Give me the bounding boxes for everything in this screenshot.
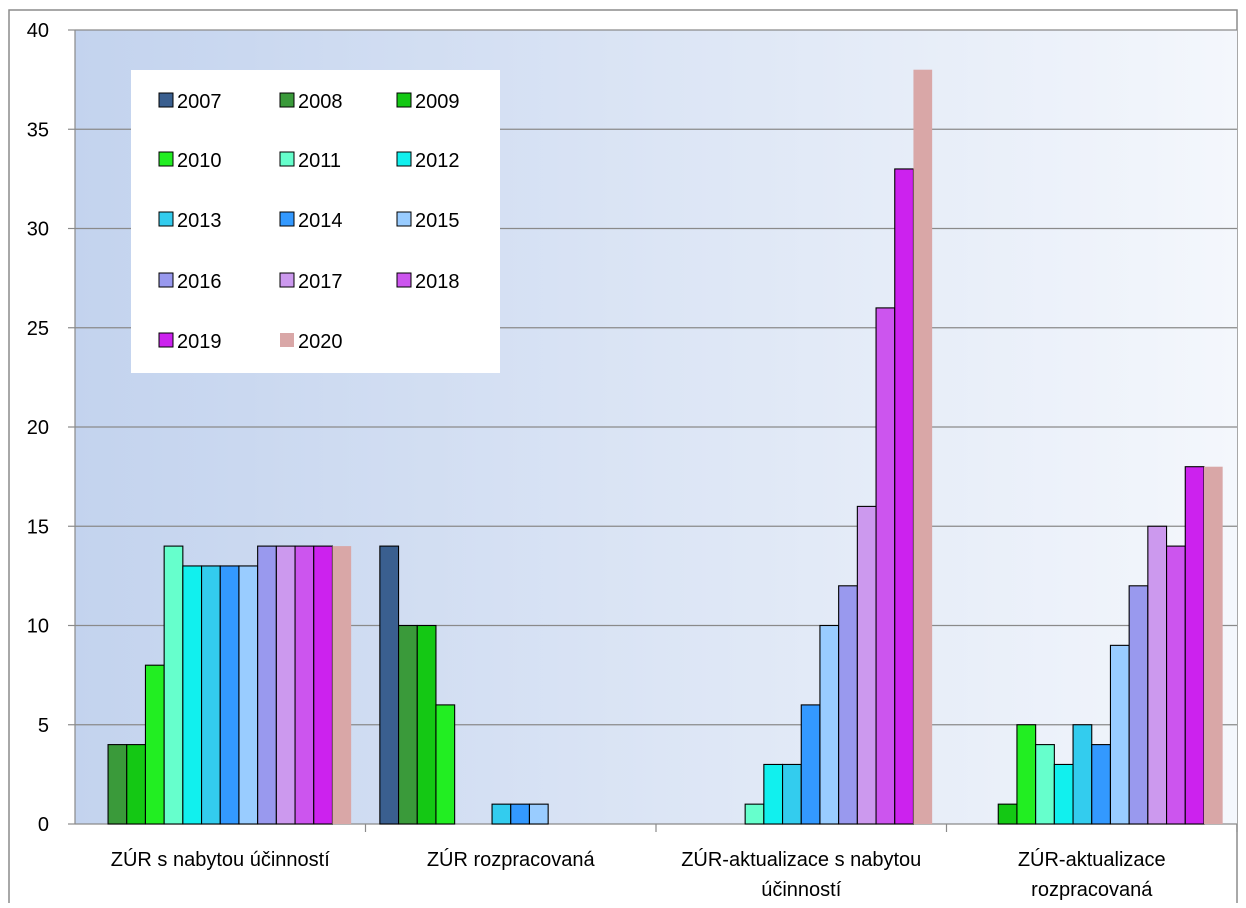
legend-swatch-2007 xyxy=(158,92,174,108)
bar-2018-3 xyxy=(1166,545,1186,825)
y-tick-label: 35 xyxy=(27,119,49,141)
legend-label-2019: 2019 xyxy=(177,331,222,353)
legend-label-2018: 2018 xyxy=(415,271,460,293)
legend: 2007 2008 2009 2010 2011 2012 2013 2014 2015 2016… xyxy=(131,70,500,373)
bar-2020-0 xyxy=(332,546,352,824)
legend-label-2013: 2013 xyxy=(177,210,222,232)
y-tick-label: 15 xyxy=(27,516,49,538)
bar-2012-2 xyxy=(763,763,784,825)
legend-label-2011: 2011 xyxy=(298,150,341,172)
category-label: ZÚR rozpracovaná xyxy=(427,848,596,871)
legend-swatch-2012 xyxy=(396,151,412,167)
legend-swatch-2014 xyxy=(279,211,295,227)
bar-2014-3 xyxy=(1091,744,1112,825)
bar-2012-0 xyxy=(182,565,203,825)
bar-2018-0 xyxy=(294,545,315,825)
bar-2007-1 xyxy=(379,545,400,825)
legend-label-2010: 2010 xyxy=(177,150,222,172)
legend-swatch-2017 xyxy=(279,272,295,288)
legend-swatch-2015 xyxy=(396,211,412,227)
legend-swatch-2019 xyxy=(158,332,174,348)
bar-2013-2 xyxy=(781,763,802,825)
bar-2008-0 xyxy=(107,744,128,825)
bar-2009-0 xyxy=(126,744,147,825)
bar-2011-0 xyxy=(163,545,184,825)
bar-2014-0 xyxy=(219,565,240,825)
legend-swatch-2013 xyxy=(158,211,174,227)
legend-swatch-2018 xyxy=(396,272,412,288)
bar-2020-3 xyxy=(1203,466,1223,824)
y-tick-label: 30 xyxy=(27,219,49,241)
legend-label-2020: 2020 xyxy=(298,331,343,353)
y-tick-label: 25 xyxy=(27,318,49,340)
legend-swatch-2010 xyxy=(158,151,174,167)
bar-2015-1 xyxy=(528,803,549,825)
category-label: účinností xyxy=(761,879,841,901)
y-tick-label: 10 xyxy=(27,616,49,638)
bar-2008-1 xyxy=(397,624,418,825)
bar-2016-3 xyxy=(1128,585,1149,825)
bar-2015-3 xyxy=(1109,644,1130,825)
bar-2016-2 xyxy=(838,585,858,825)
y-tick-label: 20 xyxy=(27,417,49,439)
bar-2013-3 xyxy=(1072,724,1093,825)
bar-2014-1 xyxy=(510,803,531,825)
y-tick-label: 5 xyxy=(38,715,49,737)
bar-2013-1 xyxy=(491,803,512,825)
bar-2010-3 xyxy=(1016,724,1037,825)
bar-2019-3 xyxy=(1184,466,1205,825)
bar-2015-2 xyxy=(819,624,840,825)
legend-swatch-2016 xyxy=(158,272,174,288)
legend-swatch-2020 xyxy=(280,333,294,347)
y-tick-label: 0 xyxy=(38,814,49,836)
legend-label-2014: 2014 xyxy=(298,210,343,232)
bar-2015-0 xyxy=(238,565,259,825)
category-label: ZÚR s nabytou účinností xyxy=(111,848,330,871)
bar-2016-0 xyxy=(257,545,277,825)
legend-label-2008: 2008 xyxy=(298,91,343,113)
bar-2011-3 xyxy=(1035,744,1055,825)
bar-2011-2 xyxy=(744,803,765,825)
legend-swatch-2009 xyxy=(396,92,412,108)
bar-2010-0 xyxy=(144,664,165,825)
category-label: rozpracovaná xyxy=(1031,879,1153,901)
bar-2017-3 xyxy=(1147,525,1168,825)
bar-2014-2 xyxy=(800,704,821,825)
bar-2019-2 xyxy=(894,168,915,825)
legend-label-2009: 2009 xyxy=(415,91,460,113)
bar-2012-3 xyxy=(1053,763,1074,825)
bar-2019-0 xyxy=(313,545,334,825)
legend-label-2017: 2017 xyxy=(298,271,343,293)
legend-swatch-2011 xyxy=(279,151,295,167)
bar-2010-1 xyxy=(435,704,456,825)
category-label: ZÚR-aktualizace s nabytou xyxy=(681,848,921,871)
legend-label-2015: 2015 xyxy=(415,210,460,232)
category-label: ZÚR-aktualizace xyxy=(1018,848,1166,871)
legend-box xyxy=(131,70,500,373)
y-tick-label: 40 xyxy=(27,20,49,42)
bar-2009-3 xyxy=(997,803,1018,825)
bar-2013-0 xyxy=(201,565,221,825)
bar-2009-1 xyxy=(416,624,437,825)
bar-2020-2 xyxy=(913,69,933,824)
bar-2018-2 xyxy=(875,307,896,825)
legend-swatch-2008 xyxy=(279,92,295,108)
bar-2017-2 xyxy=(856,505,877,825)
legend-label-2007: 2007 xyxy=(177,91,222,113)
legend-label-2012: 2012 xyxy=(415,150,460,172)
bar-2017-0 xyxy=(275,545,296,825)
legend-label-2016: 2016 xyxy=(177,271,222,293)
